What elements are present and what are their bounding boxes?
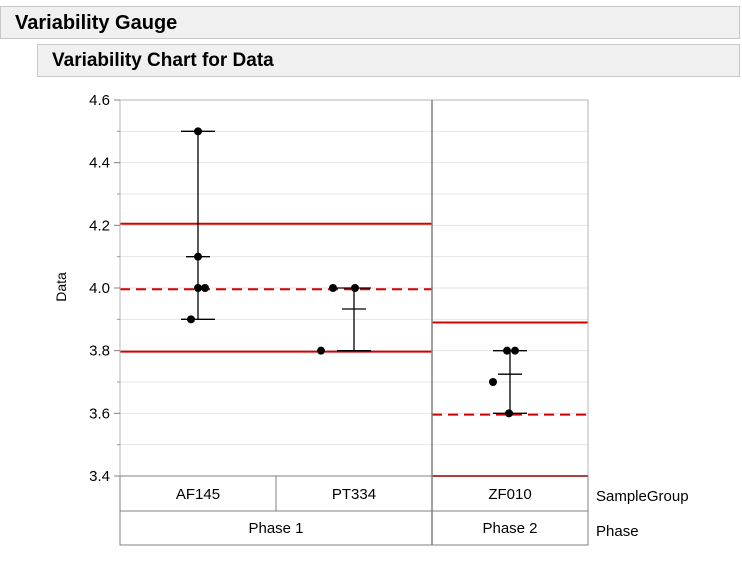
data-points <box>187 127 519 418</box>
y-tick-label: 3.6 <box>89 405 110 422</box>
y-tick-label: 3.4 <box>89 468 110 485</box>
data-point <box>489 378 497 386</box>
y-tick-label: 4.4 <box>89 155 110 172</box>
chart-title: Variability Chart for Data <box>52 49 274 71</box>
data-point <box>194 252 202 261</box>
data-point <box>317 346 325 355</box>
x-axis-table: AF145 PT334 Phase 1 ZF010 Phase 2 SampleGroup… <box>119 475 689 546</box>
data-point <box>329 284 337 292</box>
data-point <box>511 346 519 355</box>
data-point <box>187 315 195 324</box>
phase-label: Phase 1 <box>248 520 303 537</box>
variability-chart-header[interactable]: Variability Chart for Data <box>37 44 740 77</box>
y-tick-label: 4.2 <box>89 217 110 234</box>
data-point <box>194 127 202 136</box>
y-axis: 3.4 3.6 3.8 4.0 4.2 4.4 4.6 <box>89 92 120 485</box>
group-label: AF145 <box>176 486 220 503</box>
phase-label: Phase 2 <box>482 520 537 537</box>
data-point <box>503 346 511 355</box>
inner-level-label: SampleGroup <box>596 488 689 505</box>
data-point <box>351 284 359 292</box>
report-title: Variability Gauge <box>15 11 178 34</box>
data-point <box>505 409 513 418</box>
group-label: ZF010 <box>488 486 531 503</box>
outer-level-label: Phase <box>596 523 639 540</box>
range-bars <box>181 130 527 414</box>
data-point <box>201 284 209 292</box>
data-point <box>194 284 202 292</box>
variability-gauge-header[interactable]: Variability Gauge <box>0 6 740 39</box>
group-label: PT334 <box>332 486 376 503</box>
y-tick-label: 3.8 <box>89 343 110 360</box>
y-tick-label: 4.6 <box>89 92 110 109</box>
y-tick-label: 4.0 <box>89 280 110 297</box>
y-axis-label: Data <box>53 272 69 302</box>
